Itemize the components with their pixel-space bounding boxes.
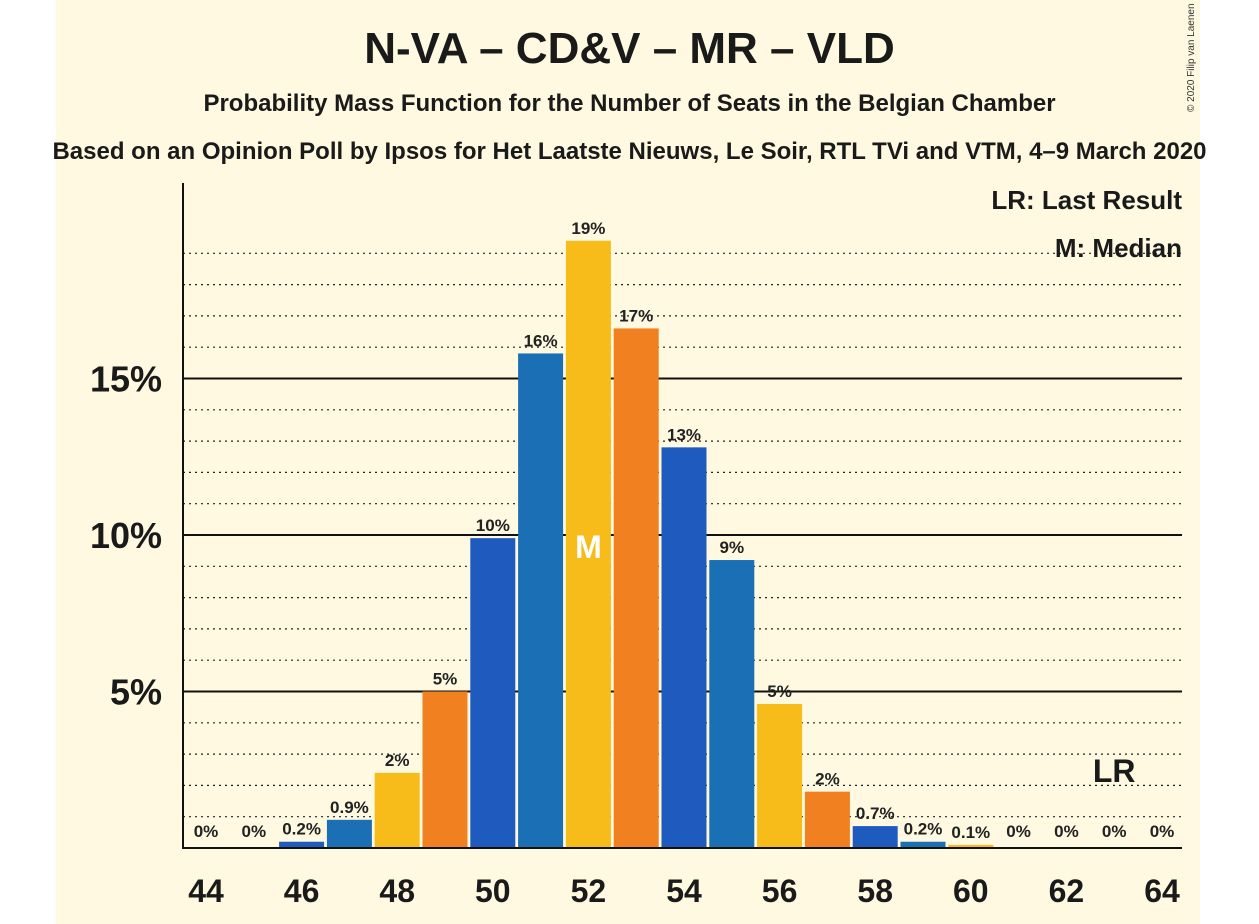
bar-value-label: 0.1%	[951, 823, 990, 842]
chart-subtitle: Probability Mass Function for the Number…	[203, 90, 1056, 117]
x-tick-label: 58	[857, 873, 893, 909]
chart-title: N-VA – CD&V – MR – VLD	[364, 24, 895, 73]
x-tick-label: 46	[284, 873, 320, 909]
bar-seat-57	[804, 791, 850, 848]
x-tick-label: 64	[1144, 873, 1180, 909]
bar-seat-54	[661, 447, 707, 848]
legend-last-result: LR: Last Result	[991, 185, 1182, 215]
x-tick-label: 48	[379, 873, 415, 909]
bar-seat-56	[757, 704, 803, 848]
bar-value-label: 0%	[1102, 822, 1127, 841]
bar-seat-59	[900, 841, 946, 848]
bar-value-label: 0.2%	[282, 820, 321, 839]
bar-seat-50	[470, 538, 516, 848]
x-tick-label: 50	[475, 873, 511, 909]
bar-value-label: 0%	[1006, 822, 1031, 841]
bar-seat-60	[948, 844, 994, 848]
bar-value-label: 0%	[1150, 822, 1175, 841]
bar-seat-53	[613, 328, 659, 848]
bar-value-label: 13%	[667, 425, 701, 444]
bar-value-label: 0.9%	[330, 798, 369, 817]
bar-value-label: 0%	[194, 822, 219, 841]
bar-seat-58	[852, 826, 898, 848]
bar-seat-52	[565, 240, 611, 848]
bar-value-label: 0.2%	[904, 820, 943, 839]
bar-seat-55	[709, 560, 755, 848]
legend-median: M: Median	[1055, 233, 1182, 263]
bar-value-label: 5%	[433, 670, 458, 689]
bar-value-label: 9%	[720, 538, 745, 557]
x-tick-label: 52	[571, 873, 607, 909]
x-tick-label: 60	[953, 873, 989, 909]
bar-seat-51	[518, 353, 564, 848]
x-tick-label: 56	[762, 873, 798, 909]
bar-seat-46	[279, 841, 325, 848]
bar-value-label: 16%	[524, 331, 558, 350]
x-tick-label: 44	[188, 873, 224, 909]
bar-value-label: 17%	[619, 306, 653, 325]
y-tick-label: 10%	[90, 515, 162, 556]
bar-value-label: 10%	[476, 516, 510, 535]
bar-value-label: 0%	[242, 822, 267, 841]
bar-value-label: 0%	[1054, 822, 1079, 841]
last-result-marker: LR	[1093, 753, 1136, 789]
bar-value-label: 0.7%	[856, 804, 895, 823]
bar-seat-48	[374, 772, 420, 848]
x-tick-label: 62	[1049, 873, 1085, 909]
median-marker: M	[575, 529, 602, 565]
y-tick-label: 5%	[110, 672, 162, 713]
bar-seat-49	[422, 691, 468, 848]
bar-value-label: 5%	[767, 682, 792, 701]
y-tick-label: 15%	[90, 359, 162, 400]
bar-value-label: 2%	[385, 751, 410, 770]
bar-value-label: 19%	[571, 219, 605, 238]
bar-value-label: 2%	[815, 770, 840, 789]
bar-seat-47	[326, 819, 372, 848]
chart-subtitle-source: Based on an Opinion Poll by Ipsos for He…	[52, 138, 1207, 165]
x-tick-label: 54	[666, 873, 702, 909]
